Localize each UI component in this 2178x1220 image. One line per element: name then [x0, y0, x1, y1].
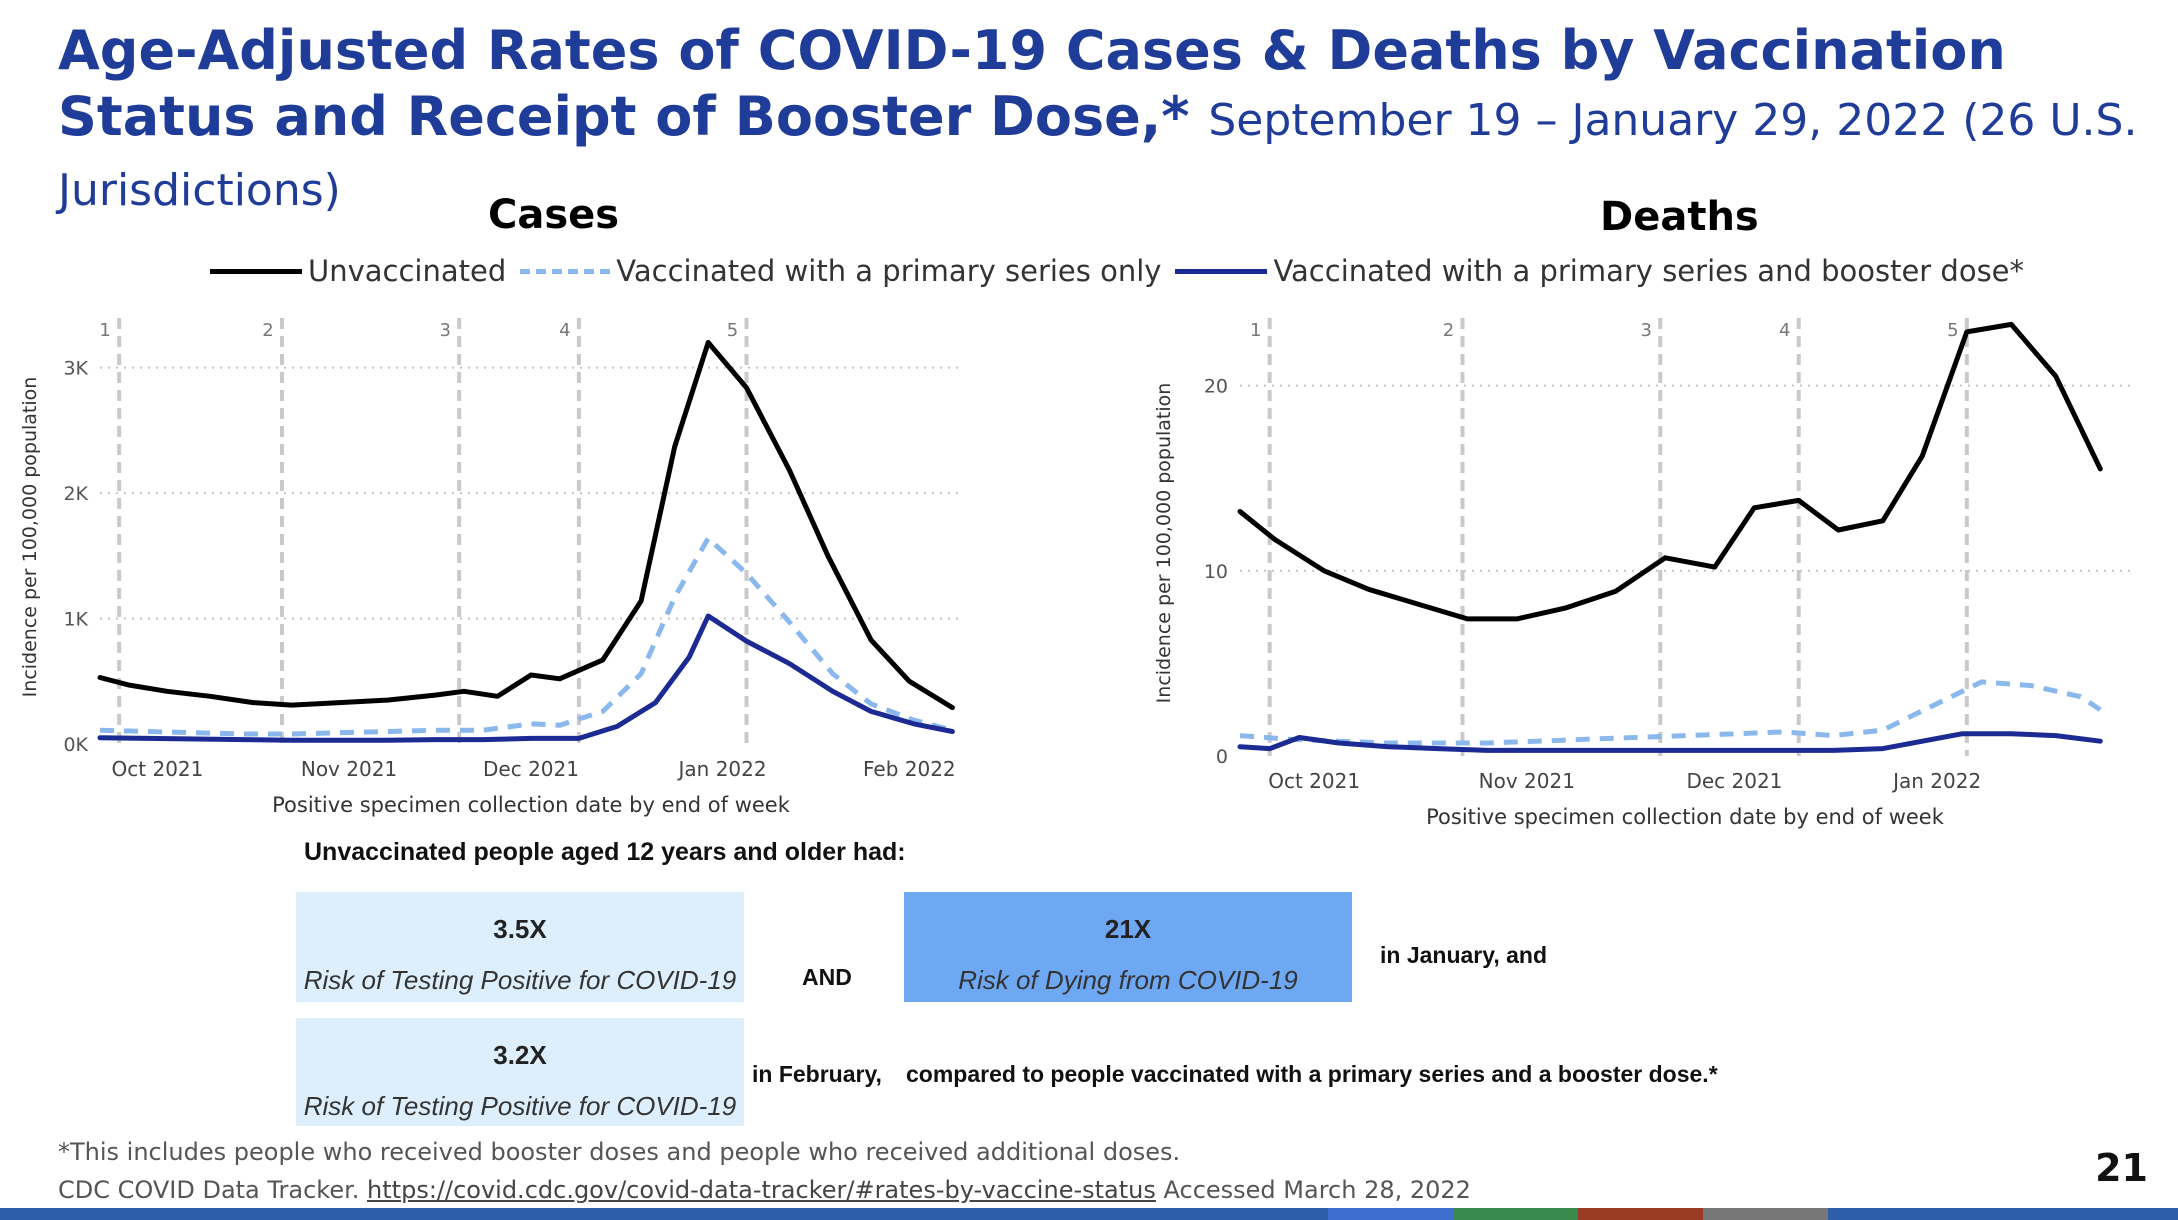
- bottom-color-bar: [0, 1208, 2178, 1220]
- cases-risk-multiplier-january: 3.5X: [493, 914, 547, 944]
- cases-risk-text-january: Risk of Testing Positive for COVID-19: [303, 965, 737, 995]
- deaths-risk-text: Risk of Dying from COVID-19: [958, 965, 1298, 995]
- page-title: Age-Adjusted Rates of COVID-19 Cases & D…: [58, 18, 2138, 224]
- deaths-line-unvaccinated: [1237, 321, 2103, 622]
- deaths-x-axis-title: Positive specimen collection date by end…: [1426, 805, 1945, 829]
- bottom-bar-segment: [1702, 1208, 1828, 1220]
- legend-label-booster: Vaccinated with a primary series and boo…: [1273, 254, 2025, 288]
- deaths-x-tick-label: Nov 2021: [1479, 769, 1575, 793]
- and-label: AND: [802, 964, 852, 990]
- deaths-risk-multiplier: 21X: [1104, 914, 1152, 944]
- deaths-y-tick-label: 20: [1204, 376, 1228, 398]
- deaths-y-axis-title: Incidence per 100,000 population: [1153, 383, 1175, 704]
- deaths-panel-title: Deaths: [1600, 194, 1759, 240]
- cases-y-axis-title: Incidence per 100,000 population: [19, 377, 41, 698]
- legend-label-unvaccinated: Unvaccinated: [308, 254, 507, 288]
- cases-x-tick-label: Feb 2022: [863, 757, 956, 781]
- title-asterisk: ,*: [1140, 85, 1190, 148]
- cases-risk-box-january: 3.5X Risk of Testing Positive for COVID-…: [296, 892, 744, 1002]
- deaths-y-tick-label: 0: [1216, 746, 1228, 768]
- february-label: in February,: [752, 1061, 882, 1087]
- cases-y-tick-label: 0K: [63, 734, 88, 756]
- cases-period-marker-label: 2: [262, 320, 273, 341]
- deaths-line-booster: [1237, 731, 2103, 753]
- bottom-bar-segment: [1577, 1208, 1703, 1220]
- legend-swatch-primary-only: [520, 268, 611, 274]
- cases-risk-multiplier-february: 3.2X: [493, 1040, 547, 1070]
- deaths-line-primary-only: [1239, 679, 2102, 746]
- cases-line-primary-only: [99, 535, 954, 737]
- deaths-period-marker-label: 2: [1443, 320, 1454, 341]
- footnote-definition: *This includes people who received boost…: [58, 1138, 1181, 1166]
- deaths-x-tick-label: Dec 2021: [1686, 769, 1782, 793]
- deaths-period-marker-label: 3: [1641, 320, 1652, 341]
- deaths-risk-box: 21X Risk of Dying from COVID-19: [904, 892, 1352, 1002]
- cases-panel-title: Cases: [488, 192, 620, 238]
- deaths-x-tick-label: Oct 2021: [1268, 769, 1360, 793]
- cases-y-tick-label: 1K: [63, 609, 88, 631]
- summary-intro: Unvaccinated people aged 12 years and ol…: [304, 838, 906, 866]
- cases-period-marker-label: 4: [559, 320, 570, 341]
- bottom-bar-segment: [1827, 1208, 2178, 1220]
- legend-swatch-unvaccinated: [210, 268, 302, 274]
- cases-x-tick-label: Jan 2022: [677, 757, 767, 781]
- comparison-label: compared to people vaccinated with a pri…: [906, 1061, 1718, 1087]
- deaths-x-tick-label: Jan 2022: [1891, 769, 1981, 793]
- source-accessed: Accessed March 28, 2022: [1163, 1176, 1471, 1204]
- january-label: in January, and: [1380, 942, 1548, 968]
- cases-chart: 0K 1K 2K 3K 1 2 3 4 5 Oct 2021 Nov 2021 Dec 2021 Jan…: [19, 318, 962, 817]
- cases-risk-box-february: 3.2X Risk of Testing Positive for COVID-…: [296, 1018, 744, 1126]
- legend-item-unvaccinated: Unvaccinated: [210, 254, 506, 288]
- cases-period-marker-label: 5: [727, 320, 738, 341]
- legend-swatch-booster: [1175, 268, 1268, 274]
- legend-item-primary-only: Vaccinated with a primary series only: [520, 254, 1161, 288]
- deaths-chart: 0 10 20 1 2 3 4 5 Oct 2021 Nov 2021 Dec 2021 Jan 20…: [1153, 318, 2130, 829]
- page-number: 21: [2095, 1146, 2148, 1190]
- deaths-period-marker-label: 4: [1779, 320, 1790, 341]
- cases-x-axis-title: Positive specimen collection date by end…: [272, 793, 791, 817]
- bottom-bar-segment: [0, 1208, 1328, 1220]
- cases-y-tick-label: 2K: [63, 483, 88, 505]
- source-link[interactable]: https://covid.cdc.gov/covid-data-tracker…: [367, 1176, 1156, 1204]
- title-subtitle: September 19 – January 29, 2022 (26 U.S.…: [58, 95, 2138, 216]
- title-main: Age-Adjusted Rates of COVID-19 Cases & D…: [58, 19, 2006, 148]
- cases-x-tick-label: Oct 2021: [112, 757, 204, 781]
- footnote-source: CDC COVID Data Tracker. https://covid.cd…: [58, 1176, 1471, 1204]
- legend-item-booster: Vaccinated with a primary series and boo…: [1175, 254, 2024, 288]
- cases-period-marker-label: 1: [99, 320, 110, 341]
- source-prefix: CDC COVID Data Tracker.: [58, 1176, 360, 1204]
- cases-x-tick-label: Dec 2021: [483, 757, 579, 781]
- cases-y-tick-label: 3K: [63, 358, 88, 380]
- cases-period-marker-label: 3: [439, 320, 450, 341]
- legend-label-primary-only: Vaccinated with a primary series only: [616, 254, 1162, 288]
- bottom-bar-segment: [1452, 1208, 1578, 1220]
- chart-legend: Unvaccinated Vaccinated with a primary s…: [210, 250, 2038, 292]
- cases-line-booster: [97, 613, 955, 743]
- deaths-period-marker-label: 5: [1947, 320, 1958, 341]
- bottom-bar-segment: [1327, 1208, 1453, 1220]
- cases-x-tick-label: Nov 2021: [301, 757, 397, 781]
- cases-line-unvaccinated: [97, 340, 955, 711]
- deaths-period-marker-label: 1: [1250, 320, 1261, 341]
- cases-risk-text-february: Risk of Testing Positive for COVID-19: [303, 1091, 737, 1121]
- deaths-y-tick-label: 10: [1204, 561, 1228, 583]
